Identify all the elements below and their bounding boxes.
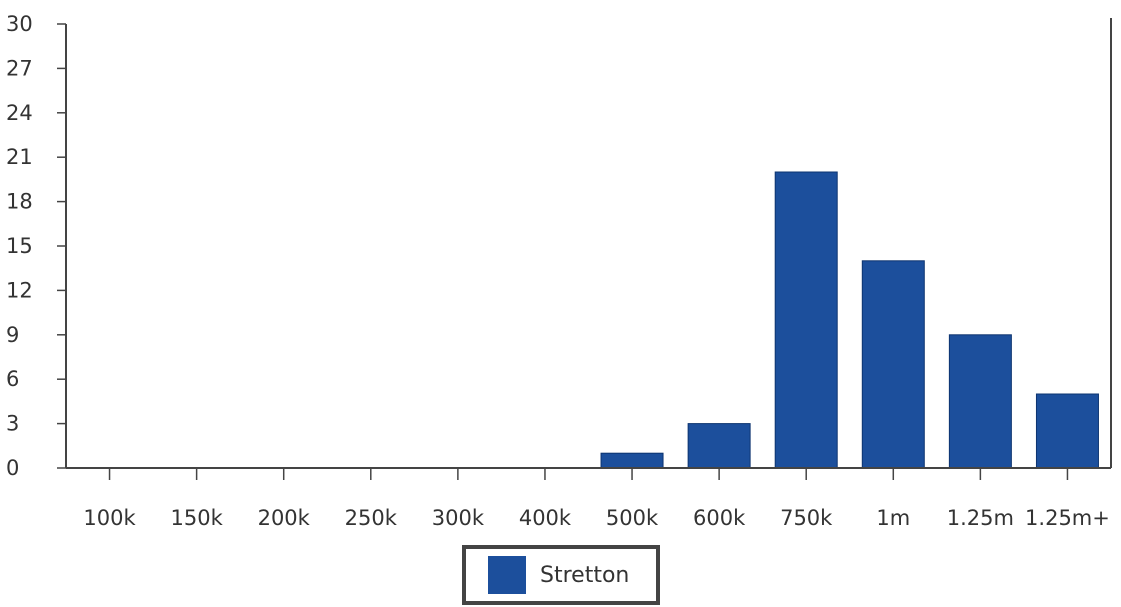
bars bbox=[600, 171, 1099, 469]
y-tick-label: 15 bbox=[6, 234, 33, 258]
y-tick-label: 30 bbox=[6, 12, 33, 36]
bar-600k bbox=[687, 423, 751, 469]
y-tick-label: 27 bbox=[6, 56, 33, 80]
y-tick-label: 0 bbox=[6, 456, 19, 480]
legend-label-stretton: Stretton bbox=[540, 562, 630, 588]
bar-1m bbox=[861, 260, 925, 469]
y-axis-ticks: 0 3 6 9 12 15 18 21 24 27 30 bbox=[6, 12, 66, 480]
x-axis-ticks: 100k 150k 200k 250k 300k 400k 500k 600k 750k 1m 1.… bbox=[83, 468, 1110, 530]
x-tick-label: 100k bbox=[83, 506, 136, 530]
bar-1.25m bbox=[948, 334, 1012, 469]
y-tick-label: 12 bbox=[6, 278, 33, 302]
y-tick-label: 6 bbox=[6, 367, 19, 391]
bar-1.25m+ bbox=[1035, 393, 1099, 469]
x-tick-label: 250k bbox=[345, 506, 398, 530]
bar-750k bbox=[774, 171, 838, 469]
y-tick-label: 9 bbox=[6, 323, 19, 347]
y-tick-label: 21 bbox=[6, 145, 33, 169]
x-tick-label: 200k bbox=[258, 506, 311, 530]
x-tick-label: 300k bbox=[432, 506, 485, 530]
legend-swatch bbox=[488, 556, 526, 594]
bar-500k bbox=[600, 452, 664, 469]
x-tick-label: 400k bbox=[519, 506, 572, 530]
x-tick-label: 750k bbox=[780, 506, 833, 530]
x-tick-label: 150k bbox=[171, 506, 224, 530]
x-tick-label: 1.25m bbox=[947, 506, 1014, 530]
x-tick-label: 600k bbox=[693, 506, 746, 530]
legend: Stretton bbox=[462, 545, 660, 605]
x-tick-label: 1.25m+ bbox=[1025, 506, 1110, 530]
y-tick-label: 24 bbox=[6, 101, 33, 125]
y-tick-label: 18 bbox=[6, 190, 33, 214]
y-tick-label: 3 bbox=[6, 412, 19, 436]
x-tick-label: 1m bbox=[876, 506, 910, 530]
x-tick-label: 500k bbox=[606, 506, 659, 530]
bar-chart: 0 3 6 9 12 15 18 21 24 27 30 100k 150k 200k 250k 300k 4… bbox=[6, 12, 1112, 530]
